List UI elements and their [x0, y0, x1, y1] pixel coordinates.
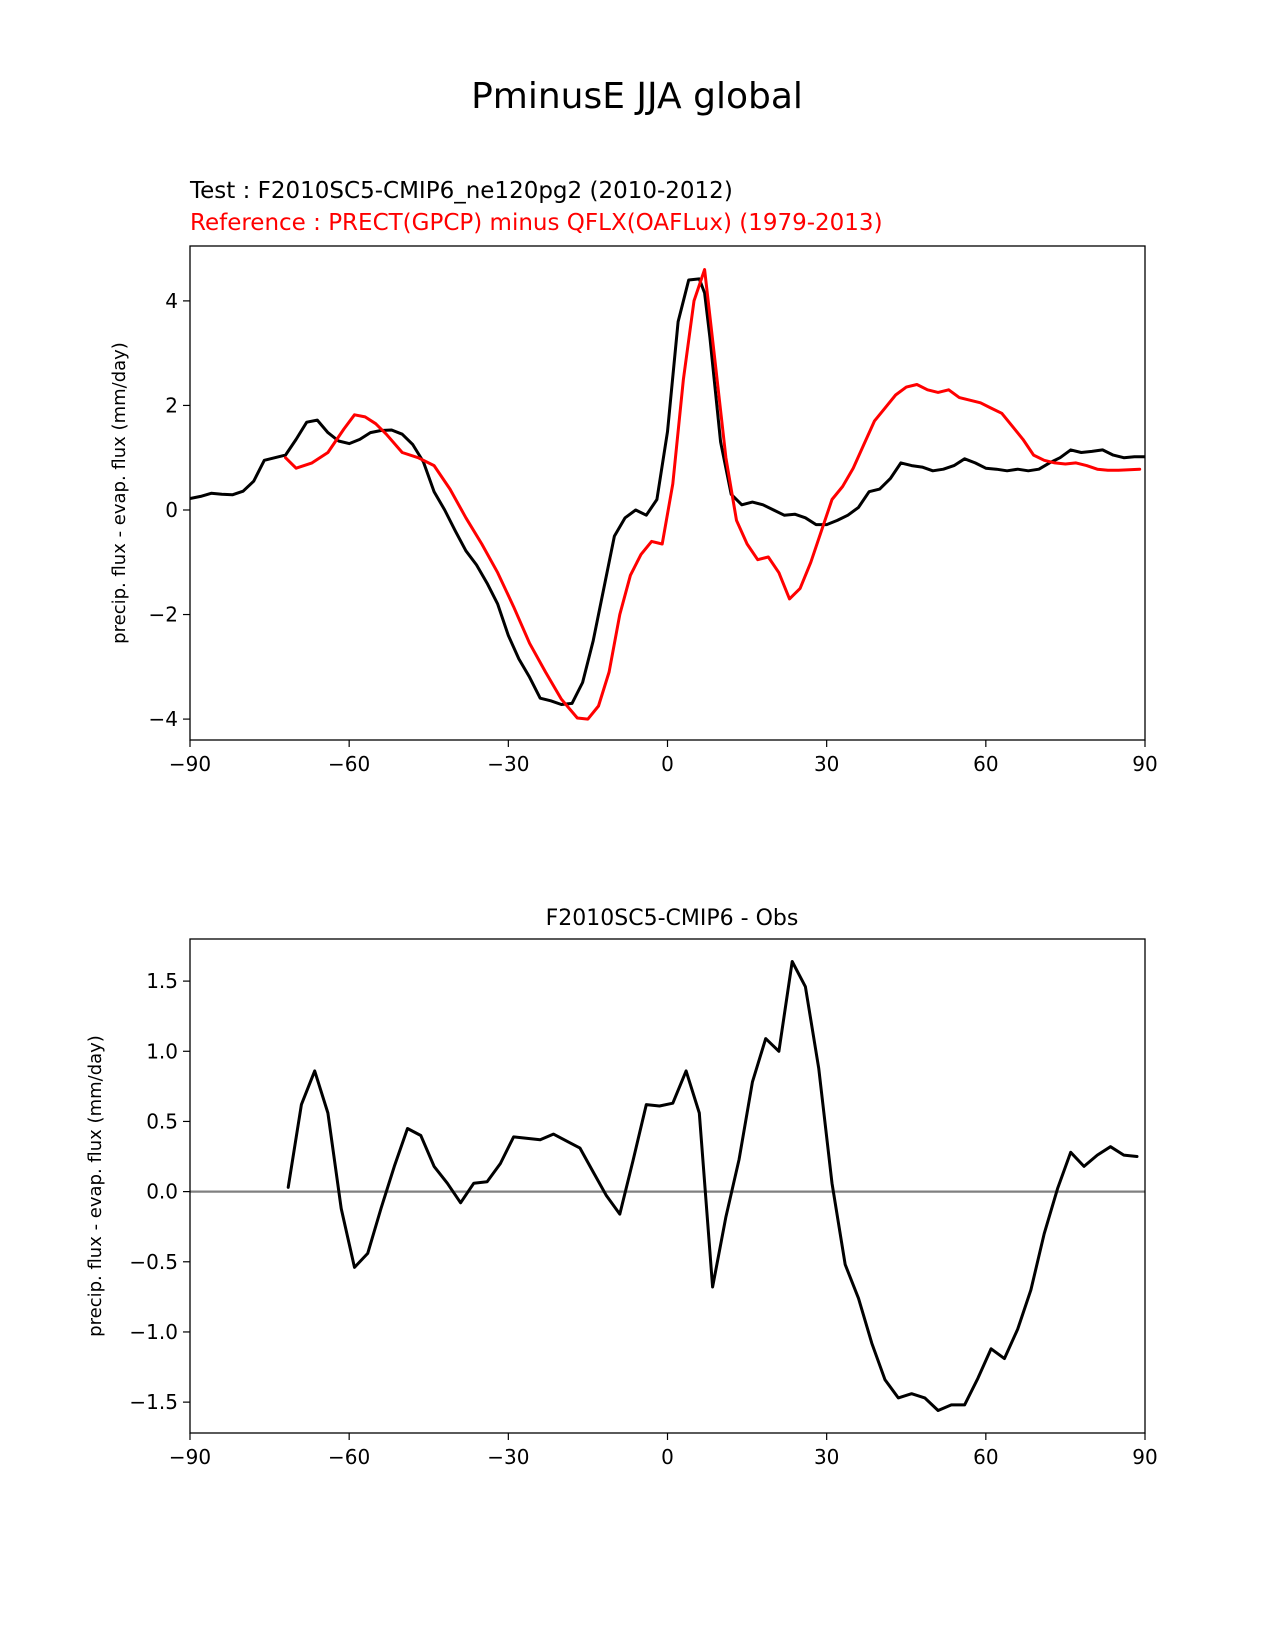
y-tick-label: 1.0 — [146, 1039, 178, 1063]
x-tick-label: −90 — [169, 1445, 211, 1469]
top-chart: Test : F2010SC5-CMIP6_ne120pg2 (2010-201… — [109, 178, 1158, 776]
top-y-axis-label: precip. flux - evap. flux (mm/day) — [109, 342, 130, 644]
y-tick-label: 0.5 — [146, 1109, 178, 1133]
bottom-axes-frame — [189, 938, 1146, 1434]
y-tick-label: −1.5 — [129, 1390, 178, 1414]
series-line-reference — [284, 268, 1142, 721]
top-y-axis: −4 −2 0 2 4 — [149, 289, 190, 731]
top-x-axis: −90 −60 −30 0 30 60 90 — [169, 740, 1158, 776]
y-tick-label: −2 — [149, 603, 178, 627]
y-tick-label: 1.5 — [146, 969, 178, 993]
y-tick-label: 2 — [165, 393, 178, 417]
bottom-y-axis-label: precip. flux - evap. flux (mm/day) — [85, 1035, 106, 1337]
y-tick-label: 4 — [165, 289, 178, 313]
x-tick-label: 90 — [1132, 1445, 1157, 1469]
bottom-chart-title: F2010SC5-CMIP6 - Obs — [546, 906, 799, 931]
y-tick-label: 0.0 — [146, 1180, 178, 1204]
x-tick-label: −60 — [328, 1445, 370, 1469]
bottom-x-axis: −90 −60 −30 0 30 60 90 — [169, 1433, 1158, 1469]
x-tick-label: 60 — [973, 752, 998, 776]
top-axes-frame — [189, 245, 1146, 741]
y-tick-label: −4 — [149, 707, 178, 731]
series-line-difference — [286, 960, 1139, 1412]
x-tick-label: 90 — [1132, 752, 1157, 776]
bottom-y-axis: −1.5 −1.0 −0.5 0.0 0.5 1.0 1.5 — [129, 969, 190, 1414]
x-tick-label: −90 — [169, 752, 211, 776]
x-tick-label: −30 — [487, 1445, 529, 1469]
bottom-plot-area — [190, 960, 1145, 1412]
x-tick-label: 30 — [814, 1445, 839, 1469]
y-tick-label: 0 — [165, 498, 178, 522]
reference-label: Reference : PRECT(GPCP) minus QFLX(OAFLu… — [190, 210, 883, 236]
y-tick-label: −1.0 — [129, 1320, 178, 1344]
x-tick-label: −60 — [328, 752, 370, 776]
test-label: Test : F2010SC5-CMIP6_ne120pg2 (2010-201… — [189, 178, 733, 204]
series-line-test — [190, 277, 1145, 706]
y-tick-label: −0.5 — [129, 1250, 178, 1274]
x-tick-label: 0 — [661, 1445, 674, 1469]
bottom-chart: F2010SC5-CMIP6 - Obs −90 −60 −30 0 30 60 90 −1… — [85, 906, 1158, 1469]
top-plot-area — [190, 268, 1145, 721]
x-tick-label: 30 — [814, 752, 839, 776]
x-tick-label: 60 — [973, 1445, 998, 1469]
x-tick-label: −30 — [487, 752, 529, 776]
suptitle: PminusE JJA global — [471, 76, 803, 117]
x-tick-label: 0 — [661, 752, 674, 776]
